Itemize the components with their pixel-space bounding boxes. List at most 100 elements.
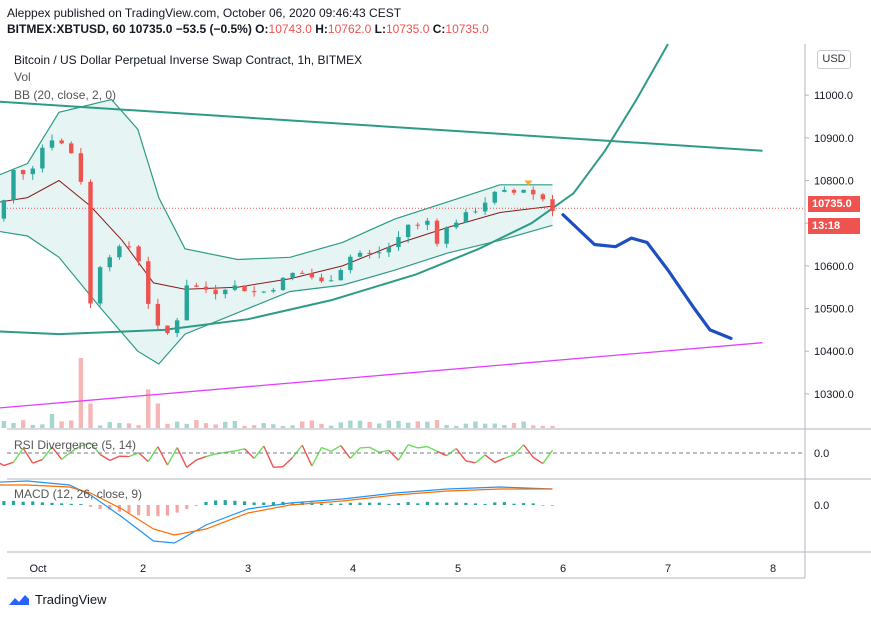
chart-title: Bitcoin / US Dollar Perpetual Inverse Sw… (14, 53, 363, 67)
candle-body (367, 252, 372, 254)
volume-bar (396, 421, 401, 428)
volume-bar (377, 423, 382, 428)
volume-bar (174, 421, 180, 428)
volume-bar (531, 425, 536, 428)
published-line: Aleppex published on TradingView.com, Oc… (7, 6, 402, 20)
rsi-segment (234, 448, 245, 452)
macd-histogram-bar (2, 501, 6, 505)
axes: 10300.010400.010500.010600.010700.010800… (7, 44, 871, 579)
macd-histogram-bar (40, 502, 44, 505)
candle-body (223, 289, 228, 295)
candle-body (117, 246, 122, 258)
candle-body (531, 189, 536, 195)
rsi-segment (484, 454, 496, 463)
macd-histogram-bar (214, 500, 218, 505)
candle-body (155, 303, 161, 326)
macd-histogram-bar (550, 505, 555, 506)
change-value: −53.5 (−0.5%) (175, 22, 252, 36)
volume-bar (30, 424, 35, 428)
rsi-segment (369, 446, 380, 453)
close-label: C: (432, 22, 446, 36)
trendlines (0, 43, 805, 409)
rising-support-magenta (0, 342, 763, 409)
macd-histogram-bar (175, 505, 179, 513)
rsi-segment (311, 447, 323, 467)
volume-bar (20, 420, 26, 428)
candle-body (492, 191, 497, 203)
candle-body (386, 247, 392, 253)
macd-histogram-bar (271, 502, 275, 505)
price-tick-label: 10600.0 (814, 261, 854, 273)
rsi-segment (455, 448, 467, 462)
macd-histogram-bar (339, 503, 343, 505)
macd-histogram-bar (242, 501, 247, 505)
tradingview-logo[interactable]: TradingView (7, 592, 107, 607)
macd-histogram-bar (483, 504, 487, 506)
bollinger-legend[interactable]: BB (20, close, 2, 0) (14, 88, 117, 102)
volume-bar (328, 425, 334, 428)
volume-bar (184, 423, 189, 428)
volume-bar (300, 421, 305, 428)
macd-histogram-bar (21, 501, 25, 505)
currency-button[interactable]: USD (817, 50, 851, 69)
candle-body (174, 320, 180, 334)
rsi-legend[interactable]: RSI Divergence (5, 14) (14, 438, 137, 452)
rsi-segment (244, 448, 255, 459)
projection-path (561, 213, 733, 340)
tradingview-cloud-icon (9, 594, 29, 605)
rsi-segment (436, 450, 447, 457)
last-price: 10735.0 (129, 22, 173, 36)
volume-bar (69, 420, 74, 428)
macd-histogram-bar (194, 505, 198, 506)
open-label: O: (255, 22, 269, 36)
candle-body (184, 285, 189, 321)
rsi-segment (99, 453, 111, 461)
ohlc-line: BITMEX:XBTUSD, 60 10735.0 −53.5 (−0.5%) … (7, 21, 489, 37)
macd-histogram-bar (358, 502, 362, 505)
rsi-segment (292, 444, 303, 458)
volume-bar (146, 389, 151, 428)
high-label: H: (315, 22, 328, 36)
rsi-segment (166, 447, 178, 466)
candle-body (126, 246, 132, 248)
rsi-segment (542, 449, 554, 464)
rsi-segment (465, 460, 476, 464)
volume-legend[interactable]: Vol (14, 70, 31, 84)
candle-body (232, 285, 238, 290)
volume-bar (473, 421, 478, 428)
macd-histogram-bar (473, 503, 478, 505)
macd-histogram-bar (252, 502, 256, 505)
rsi-segment (22, 447, 34, 464)
candle-body (434, 220, 440, 244)
rsi-segment (205, 453, 216, 458)
bollinger-bands (0, 98, 553, 365)
candle-body (213, 289, 218, 295)
volume-bar (463, 423, 469, 428)
macd-legend[interactable]: MACD (12, 26, close, 9) (14, 487, 143, 501)
candle-body (328, 280, 334, 282)
macd-pane (0, 480, 555, 544)
macd-histogram-bar (11, 500, 16, 505)
volume-bar (357, 420, 363, 428)
volume-bar (434, 420, 440, 428)
volume-bar (194, 420, 199, 428)
macd-histogram-bar (435, 502, 439, 505)
volume-bar (126, 423, 132, 428)
volume-bar (223, 421, 228, 428)
volume-bar (482, 423, 488, 428)
volume-bar (348, 420, 353, 428)
rsi-segment (61, 451, 72, 460)
price-tick-label: 10500.0 (814, 304, 854, 316)
macd-histogram-bar (531, 503, 535, 505)
macd-histogram-bar (185, 505, 189, 509)
rsi-zero-label: 0.0 (814, 448, 829, 460)
candle-body (30, 168, 35, 175)
volume-bar (88, 403, 93, 428)
macd-histogram-bar (156, 505, 160, 517)
time-tick-label: 8 (770, 563, 776, 575)
macd-histogram-bar (522, 503, 526, 505)
rsi-segment (263, 445, 275, 468)
candle-body (521, 189, 526, 193)
volume-bar (117, 423, 122, 428)
volume-bar (367, 421, 372, 428)
